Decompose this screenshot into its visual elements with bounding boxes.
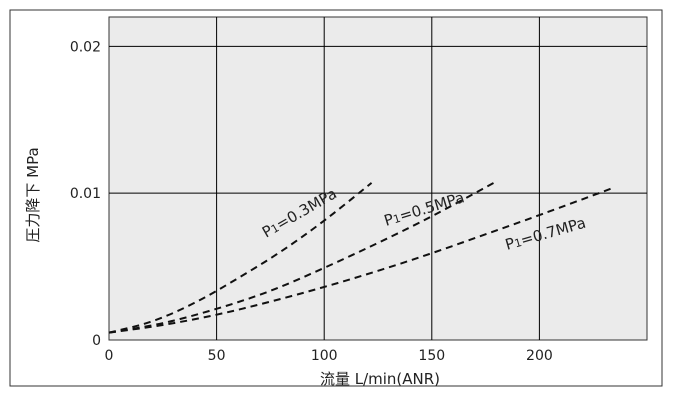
x-tick-label: 150 bbox=[418, 348, 445, 364]
x-tick-label: 200 bbox=[526, 348, 553, 364]
y-tick-label: 0.02 bbox=[70, 39, 101, 55]
y-axis-title: 圧力降下 MPa bbox=[24, 147, 42, 242]
series-line-0 bbox=[108, 182, 373, 334]
x-axis-title: 流量 L/min(ANR) bbox=[320, 370, 440, 388]
plot-area bbox=[108, 16, 648, 341]
x-tick-label: 0 bbox=[105, 348, 114, 364]
series-line-1 bbox=[108, 180, 497, 334]
y-tick-label: 0.01 bbox=[70, 186, 101, 202]
tick-labels: 0 50 100 150 200 0 0.01 0.02 bbox=[70, 39, 553, 364]
x-tick-label: 100 bbox=[311, 348, 338, 364]
y-tick-label: 0 bbox=[92, 333, 101, 349]
x-tick-label: 50 bbox=[208, 348, 226, 364]
series-line-2 bbox=[108, 186, 616, 334]
series-group bbox=[108, 180, 616, 334]
